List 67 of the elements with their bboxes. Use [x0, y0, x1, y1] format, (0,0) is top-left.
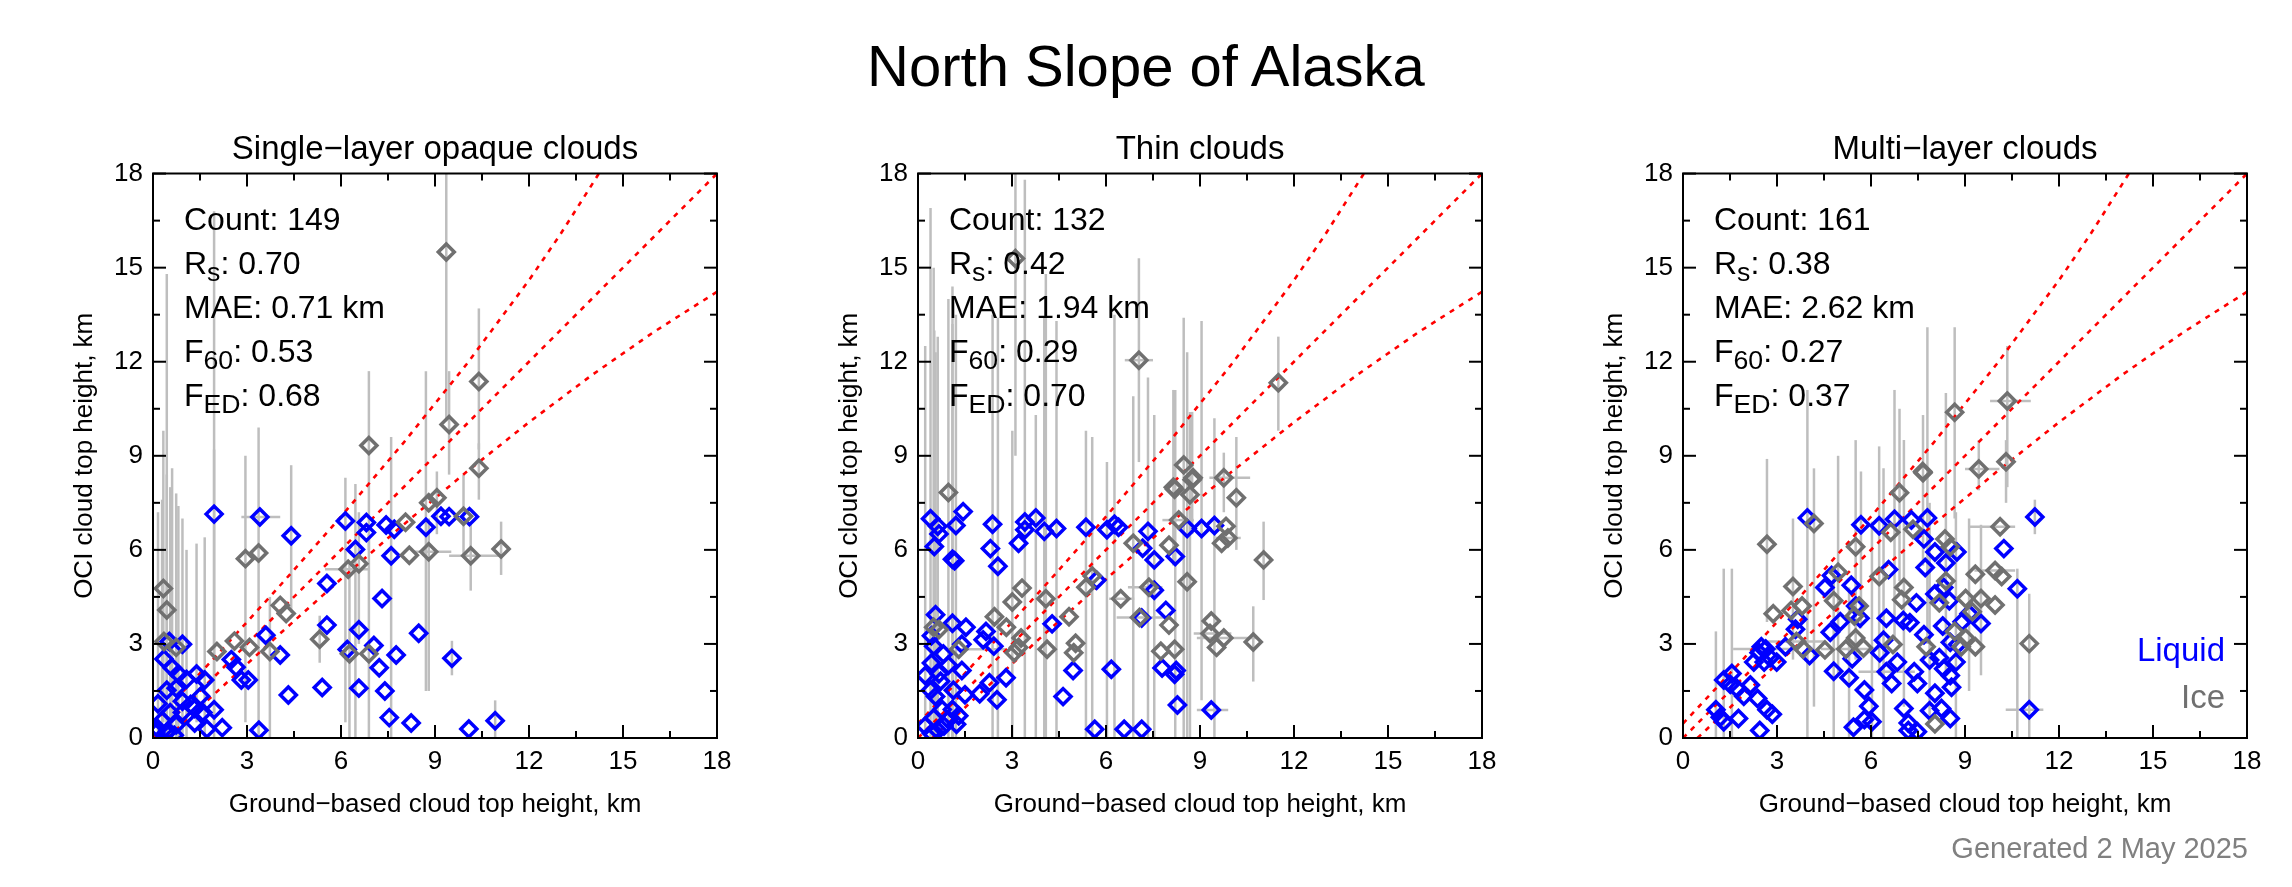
x-tick-label: 6 [1863, 744, 1879, 775]
y-tick-label: 15 [1644, 250, 1673, 281]
text: Ice [2180, 678, 2225, 716]
y-tick-label: 18 [114, 156, 143, 187]
text: Generated 2 May 2025 [1951, 831, 2248, 865]
x-axis-title: Ground−based cloud top height, km [993, 787, 1407, 818]
chart-title: Thin clouds [1115, 128, 1285, 166]
y-tick-label: 18 [879, 156, 908, 187]
text: Liquid [2136, 631, 2225, 669]
annotation: F$_{ED}$: 0.68 [184, 376, 321, 419]
x-tick-label: 12 [1279, 744, 1309, 775]
x-tick-label: 18 [2232, 744, 2262, 775]
y-axis-title: OCI cloud top height, km [1597, 312, 1628, 599]
x-axis-title: Ground−based cloud top height, km [1758, 787, 2172, 818]
annotation: F$_{ED}$: 0.70 [949, 376, 1086, 419]
y-tick-label: 3 [1658, 627, 1673, 658]
y-tick-label: 18 [1644, 156, 1673, 187]
annotation: R$_{s}$: 0.38 [1714, 244, 1831, 287]
chart-title: Multi−layer clouds [1832, 128, 2098, 166]
y-tick-label: 0 [1658, 721, 1673, 752]
annotation: Count: 149 [184, 199, 341, 239]
annotation: R$_{s}$: 0.70 [184, 244, 301, 287]
annotation: MAE: 0.71 km [184, 288, 385, 325]
annotation: Count: 132 [949, 199, 1106, 239]
y-tick-label: 12 [1644, 344, 1673, 375]
x-tick-label: 9 [1957, 744, 1973, 775]
y-tick-label: 9 [893, 438, 908, 469]
x-tick-label: 3 [239, 744, 255, 775]
x-tick-label: 12 [514, 744, 544, 775]
y-tick-label: 0 [128, 721, 143, 752]
x-tick-label: 18 [1467, 744, 1497, 775]
x-tick-label: 9 [1192, 744, 1208, 775]
y-tick-label: 6 [893, 533, 908, 564]
annotation: MAE: 1.94 km [949, 288, 1150, 325]
x-tick-label: 18 [702, 744, 732, 775]
x-tick-label: 3 [1769, 744, 1785, 775]
annotation: R$_{s}$: 0.42 [949, 244, 1066, 287]
y-tick-label: 9 [1658, 438, 1673, 469]
y-tick-label: 3 [893, 627, 908, 658]
y-tick-label: 15 [879, 250, 908, 281]
y-tick-label: 3 [128, 627, 143, 658]
chart-title: Single−layer opaque clouds [231, 128, 639, 166]
annotation: F$_{60}$: 0.27 [1714, 332, 1844, 375]
text: North Slope of Alaska [866, 32, 1426, 100]
x-tick-label: 15 [2138, 744, 2168, 775]
y-axis-title: OCI cloud top height, km [67, 312, 98, 599]
annotation: F$_{60}$: 0.53 [184, 332, 314, 375]
x-tick-label: 6 [1098, 744, 1114, 775]
x-tick-label: 12 [2044, 744, 2074, 775]
x-tick-label: 15 [1373, 744, 1403, 775]
y-tick-label: 15 [114, 250, 143, 281]
y-tick-label: 12 [114, 344, 143, 375]
annotation: Count: 161 [1714, 199, 1871, 239]
x-tick-label: 6 [333, 744, 349, 775]
x-tick-label: 3 [1004, 744, 1020, 775]
y-axis-title: OCI cloud top height, km [832, 312, 863, 599]
y-tick-label: 9 [128, 438, 143, 469]
annotation: MAE: 2.62 km [1714, 288, 1915, 325]
y-tick-label: 0 [893, 721, 908, 752]
x-tick-label: 15 [608, 744, 638, 775]
y-tick-label: 12 [879, 344, 908, 375]
x-axis-title: Ground−based cloud top height, km [228, 787, 642, 818]
annotation: F$_{60}$: 0.29 [949, 332, 1079, 375]
y-tick-label: 6 [1658, 533, 1673, 564]
annotation: F$_{ED}$: 0.37 [1714, 376, 1851, 419]
x-tick-label: 9 [427, 744, 443, 775]
y-tick-label: 6 [128, 533, 143, 564]
